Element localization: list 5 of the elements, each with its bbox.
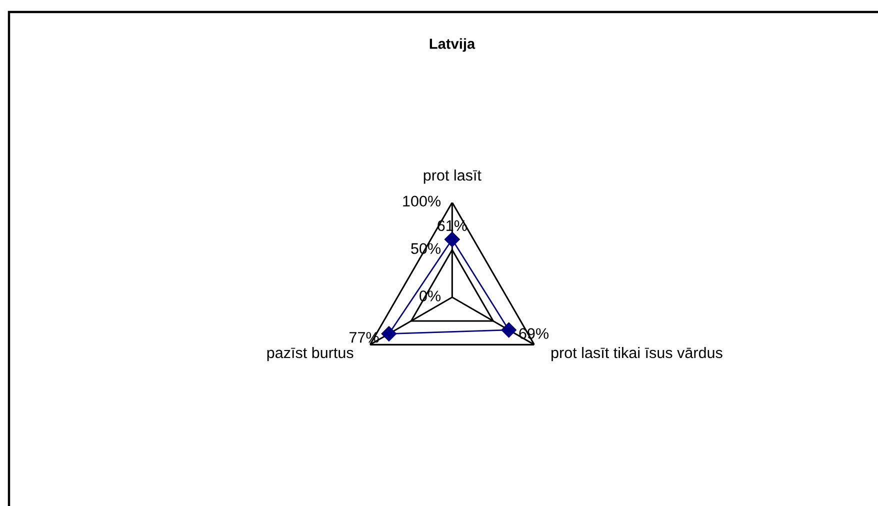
spoke-label: prot lasīt <box>424 169 482 184</box>
spoke-label: pazīst burtus <box>267 346 354 362</box>
y-tick-label: 100% <box>403 196 441 207</box>
spoke-label: prot lasīt tikai īsus vārdus <box>552 346 722 362</box>
chart-title: Latvija <box>430 38 476 52</box>
